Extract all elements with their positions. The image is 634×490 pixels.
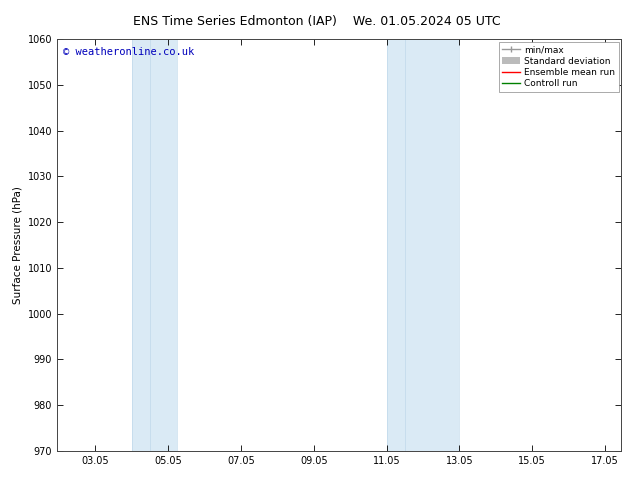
Text: © weatheronline.co.uk: © weatheronline.co.uk — [63, 48, 194, 57]
Text: ENS Time Series Edmonton (IAP)    We. 01.05.2024 05 UTC: ENS Time Series Edmonton (IAP) We. 01.05… — [133, 15, 501, 28]
Bar — [404, 39, 459, 451]
Y-axis label: Surface Pressure (hPa): Surface Pressure (hPa) — [12, 186, 22, 304]
Bar — [150, 39, 177, 451]
Bar — [387, 39, 404, 451]
Bar — [132, 39, 150, 451]
Legend: min/max, Standard deviation, Ensemble mean run, Controll run: min/max, Standard deviation, Ensemble me… — [499, 42, 619, 92]
